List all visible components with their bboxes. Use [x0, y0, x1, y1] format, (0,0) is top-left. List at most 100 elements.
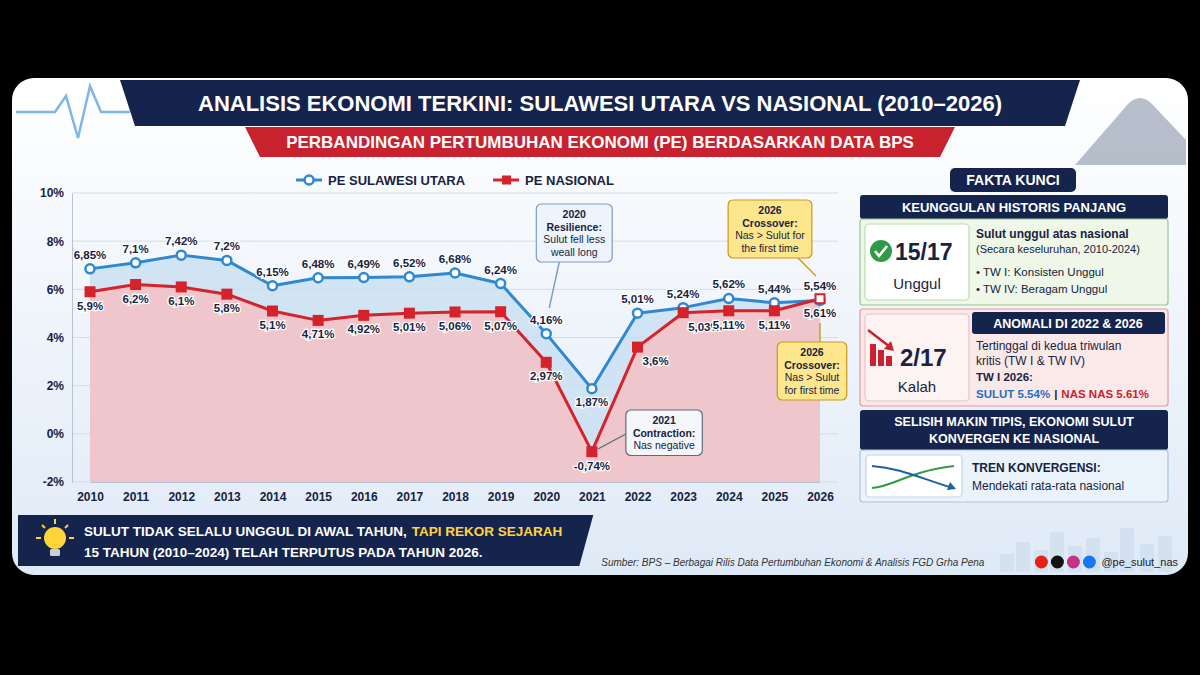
panel-heading: KONVERGEN KE NASIONAL [929, 432, 1100, 446]
point [542, 329, 551, 338]
data-label: 3,6% [643, 355, 669, 367]
annotation-box [728, 200, 812, 258]
data-label: 6,85% [74, 249, 107, 261]
card [12, 78, 1188, 575]
data-label: 7,2% [214, 240, 240, 252]
tick: 2020 [533, 490, 560, 504]
pointer-line [798, 258, 816, 276]
legend-label: PE NASIONAL [525, 173, 614, 188]
facts-tab [950, 168, 1076, 192]
tick-label: 4% [47, 331, 65, 345]
tick-label: 2021 [579, 490, 606, 504]
annotation-box [626, 410, 702, 456]
annotation-text: the first time [741, 242, 798, 254]
series-area [90, 255, 820, 482]
score: 15/17 [895, 239, 953, 265]
annotation: 2026Crossover:Nas > Sulut forthe first t… [728, 200, 812, 258]
data-label: 7,42% [165, 235, 198, 247]
tick-label: 2018 [442, 490, 469, 504]
title-banner [120, 80, 1080, 126]
tick: 6% [47, 283, 65, 297]
data-label: 6,15% [256, 266, 289, 278]
annotation-text: 2026 [758, 204, 782, 216]
annotation-text: Nas negative [633, 439, 694, 451]
annotation-box [536, 204, 612, 262]
bulb-ray [65, 525, 68, 528]
point [451, 307, 460, 316]
handle: @pe_sulut_nas [1101, 556, 1178, 568]
bulb-ray [42, 525, 45, 528]
tick: 2018 [442, 490, 469, 504]
tick: 2019 [488, 490, 515, 504]
source: Sumber: BPS – Berbagai Rilis Data Pertum… [601, 557, 985, 568]
data-label: 5,44% [758, 283, 791, 295]
tick-label: 8% [47, 235, 65, 249]
point [724, 294, 733, 303]
point [587, 447, 596, 456]
fact-text: Tertinggal di kedua triwulan [976, 339, 1121, 353]
data-label: 5,9% [77, 300, 103, 312]
banner-text: 15 TAHUN (2010–2024) TELAH TERPUTUS PADA… [84, 545, 483, 560]
point [633, 309, 642, 318]
tick-label: 6% [47, 283, 65, 297]
tick-label: 2011 [123, 490, 149, 504]
bulb-ray [54, 519, 56, 524]
social-icon [1083, 556, 1096, 569]
y-axis: -2%0%2%4%6%8%10% [40, 186, 73, 489]
series-line [90, 285, 820, 452]
point [724, 306, 733, 315]
data-labels: 6,85%7,1%7,42%7,2%6,15%6,48%6,49%6,52%6,… [74, 235, 837, 472]
fact-text: TW I 2026: [976, 371, 1033, 383]
tick-label: 2% [47, 379, 65, 393]
point [816, 294, 825, 303]
bulb-ray [36, 537, 41, 539]
check-icon [875, 246, 887, 256]
banner-part: SULUT TIDAK SELALU UNGGUL DI AWAL TAHUN, [84, 524, 407, 539]
tick: 0% [47, 427, 65, 441]
tick: 2% [47, 379, 65, 393]
decline-icon [886, 356, 892, 366]
tick-label: 2020 [533, 490, 560, 504]
annotation: 2020Resilience:Sulut fell lessweall long [536, 204, 612, 262]
decline-icon [878, 350, 884, 366]
data-label: 5,07% [484, 320, 517, 332]
annotation-text: Nas > Sulut for [735, 229, 805, 241]
point [222, 290, 231, 299]
tick: 2016 [351, 490, 378, 504]
annotation-text: 2026 [800, 346, 824, 358]
data-label: 6,2% [123, 293, 149, 305]
annotation-box [777, 342, 846, 400]
data-label: -0,74% [574, 460, 610, 472]
score-label: Kalah [898, 378, 936, 395]
bulb-icon [44, 527, 66, 549]
panel-header [860, 195, 1168, 219]
decor-building [1000, 554, 1014, 572]
data-label: 5,62% [712, 278, 745, 290]
data-label: 5,8% [214, 302, 240, 314]
point [542, 358, 551, 367]
fact-text: Mendekati rata-rata nasional [972, 479, 1124, 493]
tick: 2021 [579, 490, 606, 504]
data-label: 6,49% [347, 258, 380, 270]
check-icon [870, 240, 892, 262]
grid [72, 193, 838, 482]
pointer-line [598, 434, 626, 449]
data-label: 6,68% [439, 253, 472, 265]
legend-item: PE NASIONAL [493, 173, 614, 188]
tick-label: 2022 [625, 490, 652, 504]
series-area [90, 285, 820, 482]
decline-icon [884, 341, 894, 351]
tick: 2026 [807, 490, 834, 504]
x-axis: 2010201120122013201420152016201720182019… [77, 483, 834, 504]
annotation-text: 2021 [652, 414, 676, 426]
point [177, 251, 186, 260]
decor-building [1016, 542, 1030, 572]
legend-marker [305, 176, 314, 185]
axis-line [72, 194, 73, 483]
point [405, 272, 414, 281]
annotation-text: Nas > Sulut [785, 371, 840, 383]
data-label: 2,97% [530, 370, 563, 382]
social-icon [1067, 556, 1080, 569]
score-box [865, 224, 969, 300]
annotation-text: weall long [550, 246, 598, 258]
